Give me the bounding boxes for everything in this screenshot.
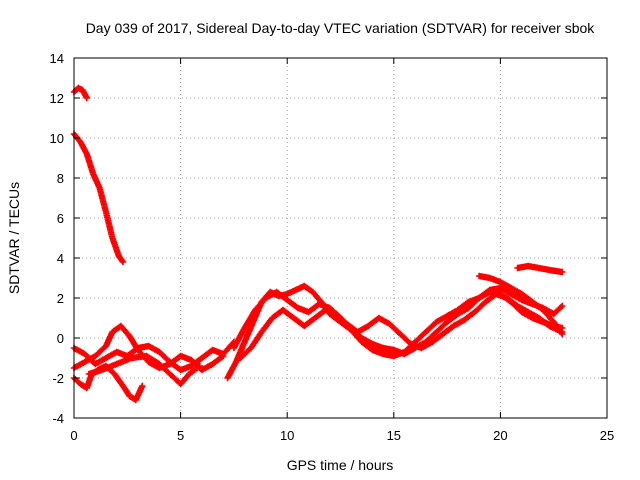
y-axis-label: SDTVAR / TECUs bbox=[6, 182, 22, 294]
data-point-markers bbox=[475, 272, 566, 338]
y-tick-label: 6 bbox=[57, 211, 64, 226]
series-trace-8 bbox=[230, 284, 566, 360]
x-axis: 0 5 10 15 20 25 bbox=[70, 58, 614, 443]
grid bbox=[74, 58, 607, 418]
y-tick-label: 12 bbox=[50, 91, 64, 106]
series-trace-9 bbox=[237, 290, 566, 362]
data-point-markers bbox=[237, 290, 566, 362]
data-point-markers bbox=[230, 284, 566, 360]
x-tick-label: 15 bbox=[387, 428, 401, 443]
data-point-markers bbox=[70, 130, 127, 266]
series-trace-6 bbox=[85, 352, 203, 388]
y-tick-label: 14 bbox=[50, 51, 64, 66]
series-trace-11 bbox=[514, 262, 566, 276]
y-tick-label: -2 bbox=[52, 371, 64, 386]
y-tick-label: 4 bbox=[57, 251, 64, 266]
x-tick-label: 10 bbox=[280, 428, 294, 443]
y-tick-label: 0 bbox=[57, 331, 64, 346]
y-axis: -4 -2 0 2 4 6 8 10 12 14 bbox=[50, 51, 607, 426]
x-tick-label: 5 bbox=[177, 428, 184, 443]
plot-frame bbox=[73, 57, 608, 419]
data-marks bbox=[70, 84, 566, 404]
y-tick-label: -4 bbox=[52, 411, 64, 426]
x-tick-label: 20 bbox=[493, 428, 507, 443]
x-tick-label: 0 bbox=[70, 428, 77, 443]
x-axis-label: GPS time / hours bbox=[287, 457, 394, 473]
series-trace-2 bbox=[70, 130, 127, 266]
series-trace-10 bbox=[475, 272, 566, 338]
chart-title: Day 039 of 2017, Sidereal Day-to-day VTE… bbox=[86, 20, 596, 36]
y-tick-label: 8 bbox=[57, 171, 64, 186]
data-point-markers bbox=[85, 352, 203, 388]
data-point-markers bbox=[514, 262, 566, 276]
y-tick-label: 10 bbox=[50, 131, 64, 146]
x-tick-label: 25 bbox=[600, 428, 614, 443]
y-tick-label: 2 bbox=[57, 291, 64, 306]
